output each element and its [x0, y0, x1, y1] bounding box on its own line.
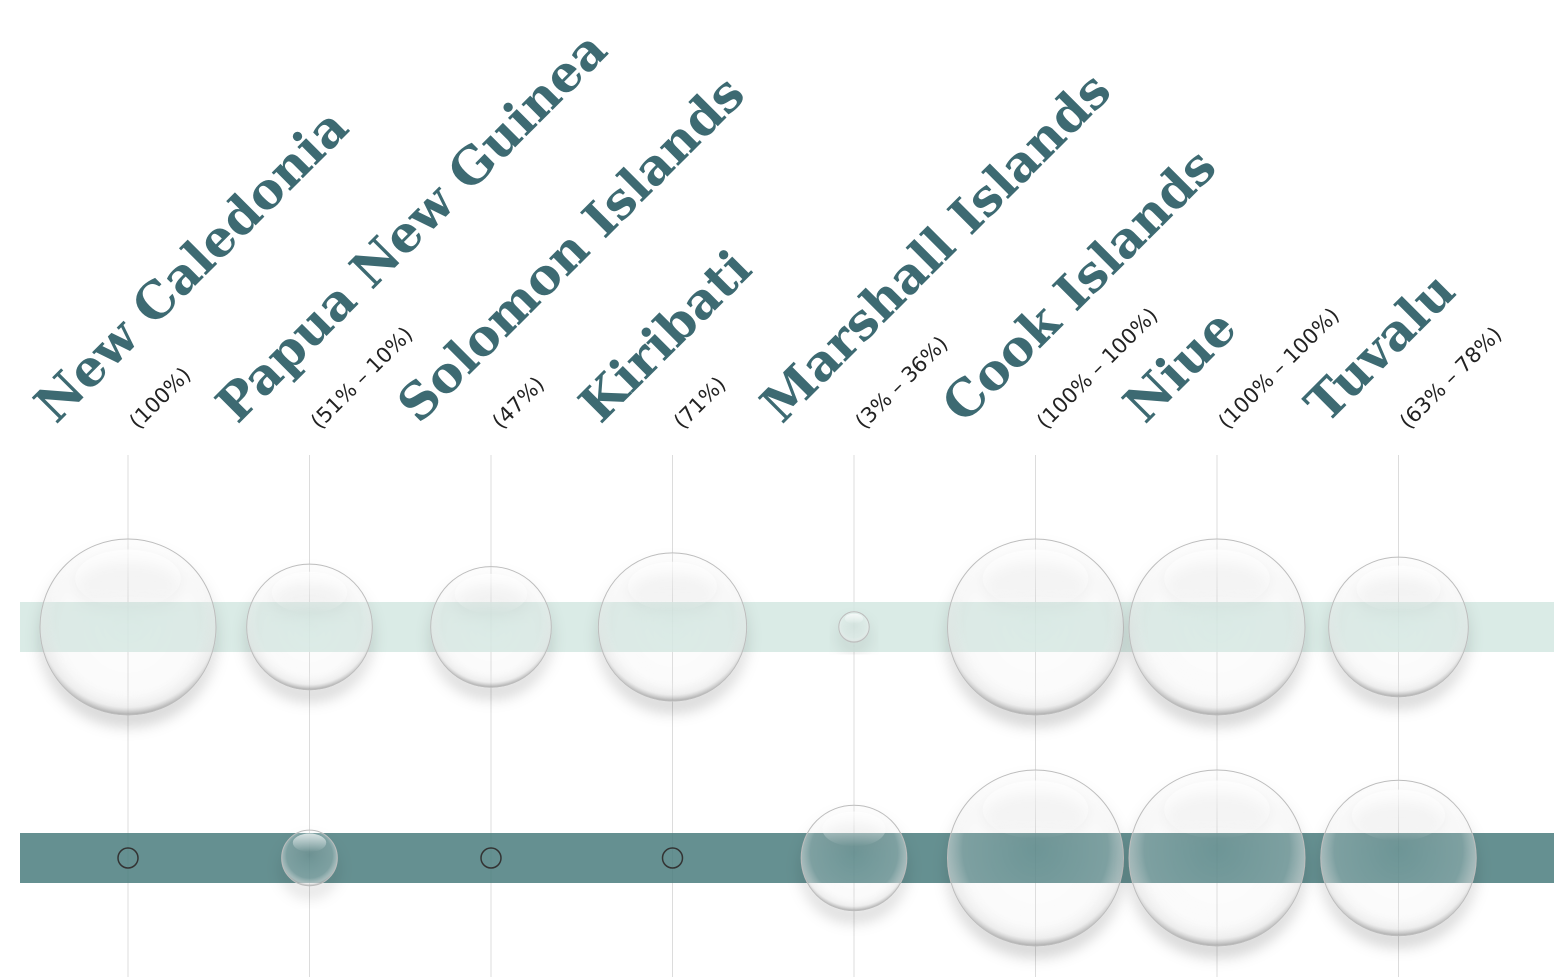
bubble: [947, 538, 1124, 716]
bubble-shine: [982, 549, 1089, 608]
category-label: Tuvalu: [1293, 260, 1466, 433]
bubble-shine: [822, 811, 886, 847]
category-label: Kiribati: [567, 238, 762, 433]
empty-marker: [480, 847, 502, 869]
bubble-shine: [1351, 789, 1446, 841]
category-label: Marshall Islands: [749, 60, 1122, 433]
value-label: (100%): [125, 363, 196, 434]
bubble: [1128, 769, 1306, 947]
labels: New Caledonia(100%) Papua New Guinea(51% …: [23, 20, 1507, 434]
bubble-shine: [292, 833, 327, 852]
bubble: [246, 563, 373, 691]
empty-marker: [661, 847, 684, 869]
bubble-shine: [1164, 780, 1270, 839]
bubble-shine: [628, 561, 717, 611]
empty-marker: [117, 847, 139, 869]
bubble-shine: [271, 571, 348, 614]
bubble-shine: [1164, 549, 1270, 608]
marks: [39, 538, 1477, 947]
bubble: [1320, 779, 1477, 937]
bubble: [281, 829, 338, 887]
bubble: [39, 538, 217, 716]
value-label: (71%): [669, 372, 731, 434]
category-label: Solomon Islands: [386, 64, 756, 434]
value-label: (47%): [488, 372, 550, 434]
bubble: [430, 566, 552, 688]
bubble-shine: [75, 549, 181, 608]
bubble: [1328, 556, 1469, 698]
bubble-shine: [454, 573, 528, 614]
bubble: [597, 552, 748, 702]
bubble-shine: [844, 613, 864, 624]
bubble-shine: [982, 780, 1089, 839]
bubble: [947, 769, 1124, 947]
bubble: [1128, 538, 1306, 716]
bubble: [838, 611, 870, 643]
bubble: [800, 804, 908, 912]
bubble-shine: [1356, 565, 1441, 612]
